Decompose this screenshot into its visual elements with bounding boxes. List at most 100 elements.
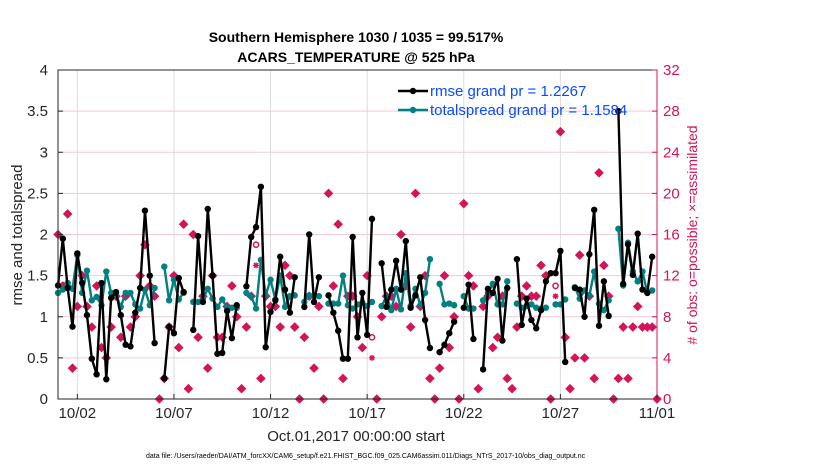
right-y-tick-label: 32 <box>663 62 680 79</box>
totalspread-point <box>194 298 202 306</box>
totalspread-point <box>378 302 385 310</box>
obs-marker <box>333 219 343 230</box>
rmse-point <box>412 292 419 299</box>
x-tick-label: 10/22 <box>445 405 483 422</box>
rmse-point <box>552 269 559 277</box>
y-axis-label: rmse and totalspread <box>9 165 26 306</box>
rmse-point <box>310 298 318 306</box>
rmse-point <box>436 348 443 356</box>
rmse-point <box>537 306 545 314</box>
obs-marker <box>599 260 609 271</box>
rmse-point <box>446 330 453 337</box>
obs-marker <box>536 260 546 271</box>
axis-ticks: 0 0.5 1 1.5 2 2.5 3 3.5 4 0 4 8 12 16 20 24 28 32 10/02 10/… <box>27 62 680 422</box>
rmse-point <box>291 274 298 281</box>
totalspread-point <box>305 292 313 299</box>
rmse-point <box>349 233 356 241</box>
rmse-point <box>78 279 86 287</box>
rmse-point <box>141 207 149 214</box>
rmse-point <box>223 307 231 315</box>
rmse-point <box>107 294 115 302</box>
rmse-point <box>161 375 168 382</box>
totalspread-point <box>513 300 521 307</box>
totalspread-point <box>165 297 173 304</box>
obs-marker <box>62 209 73 219</box>
rmse-point <box>286 309 294 316</box>
rmse-point <box>325 292 332 299</box>
obs-marker <box>439 270 450 281</box>
rmse-point <box>629 271 637 279</box>
rmse-point <box>69 323 76 330</box>
right-y-axis-label: # of obs: o=possible; ×=assimilated <box>684 125 700 344</box>
obs-marker <box>309 363 319 373</box>
obs-possible-marker <box>368 333 376 341</box>
totalspread-point <box>334 300 342 307</box>
totalspread-point <box>397 306 405 313</box>
rmse-point <box>281 286 289 293</box>
totalspread-point <box>339 272 347 279</box>
rmse-point <box>151 339 158 347</box>
grid <box>58 70 657 399</box>
obs-marker <box>579 353 590 363</box>
totalspread-point <box>450 302 458 309</box>
rmse-point <box>228 334 236 342</box>
totalspread-point <box>248 292 255 300</box>
legend-rmse-marker <box>409 87 417 95</box>
rmse-point <box>132 309 139 316</box>
obs-marker <box>434 363 445 373</box>
rmse-point <box>562 358 569 366</box>
rmse-point <box>103 376 110 383</box>
obs-marker <box>193 332 203 343</box>
x-tick-label: 10/07 <box>155 405 193 422</box>
obs-marker <box>338 373 348 384</box>
rmse-point <box>262 343 269 351</box>
totalspread-point <box>552 301 559 308</box>
x-tick-label: 10/27 <box>542 405 580 422</box>
rmse-point <box>634 230 641 237</box>
obs-marker <box>275 322 286 332</box>
totalspread-point <box>388 306 395 314</box>
x-tick-label: 10/17 <box>348 405 386 422</box>
totalspread-point <box>252 305 260 312</box>
x-tick-label: 11/01 <box>639 405 675 422</box>
rmse-point <box>368 215 376 223</box>
rmse-point <box>388 286 395 293</box>
x-axis-label: Oct.01,2017 00:00:00 start <box>267 428 445 445</box>
legend-totalspread-marker <box>409 106 417 114</box>
obs-marker <box>106 322 116 332</box>
obs-marker <box>507 383 517 394</box>
rmse-point <box>595 322 603 329</box>
obs-marker <box>570 353 580 363</box>
chart-title-line-1: Southern Hemisphere 1030 / 1035 = 99.517… <box>209 29 504 45</box>
totalspread-point <box>281 303 289 311</box>
rmse-point <box>315 274 323 281</box>
right-y-tick-label: 28 <box>663 103 680 120</box>
rmse-point <box>334 327 342 334</box>
rmse-point <box>98 279 105 287</box>
totalspread-point <box>267 276 274 283</box>
obs-marker <box>618 322 628 332</box>
obs-assimilated-marker <box>552 293 559 300</box>
obs-marker <box>173 342 184 353</box>
rmse-point <box>252 223 260 231</box>
totalspread-point <box>528 301 535 308</box>
rmse-point <box>648 253 656 260</box>
rmse-point <box>214 350 221 357</box>
totalspread-point <box>161 263 168 270</box>
rmse-point <box>383 303 390 311</box>
rmse-point <box>591 206 598 214</box>
chart-title-line-2: ACARS_TEMPERATURE @ 525 hPa <box>237 49 475 65</box>
totalspread-point <box>441 301 448 308</box>
obs-marker <box>521 281 532 291</box>
right-y-tick-label: 16 <box>663 227 680 244</box>
obs-marker <box>236 383 247 394</box>
obs-marker <box>502 373 513 384</box>
rmse-point <box>460 304 467 311</box>
rmse-point <box>489 289 496 297</box>
rmse-point <box>277 253 284 260</box>
rmse-point <box>243 283 250 290</box>
rmse-point <box>165 323 173 330</box>
right-y-tick-label: 24 <box>663 144 680 161</box>
rmse-point <box>557 247 564 255</box>
